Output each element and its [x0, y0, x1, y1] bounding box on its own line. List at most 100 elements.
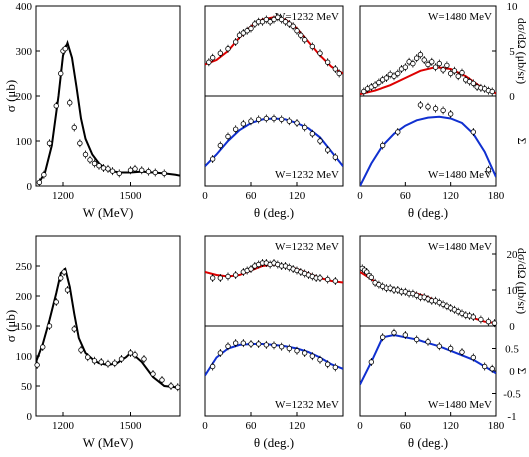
data-point — [127, 167, 134, 173]
x-tick-label: 0 — [357, 420, 363, 432]
data-point — [53, 103, 59, 109]
data-point — [278, 116, 285, 123]
data-point — [225, 343, 231, 349]
data-point — [248, 266, 254, 272]
data-point — [451, 68, 458, 74]
data-point — [58, 275, 64, 281]
data-point — [263, 342, 270, 348]
y-tick-label: 10 — [507, 1, 519, 13]
panel-bottom-cross-section: 1200 1500 0 50 100 150 200 250 W (MeV) σ (μb) — [3, 235, 181, 450]
data-point — [255, 116, 262, 123]
data-point — [232, 272, 239, 278]
x-tick-label: 1500 — [120, 190, 143, 202]
data-point — [159, 377, 165, 383]
data-point — [217, 142, 224, 149]
data-point — [91, 160, 98, 167]
data-point — [481, 363, 488, 370]
data-point — [301, 350, 308, 356]
data-point — [447, 345, 454, 352]
data-point — [217, 275, 224, 281]
data-point — [317, 275, 323, 281]
data-point — [64, 287, 71, 293]
data-point — [332, 154, 339, 160]
data-point — [324, 147, 331, 153]
data-point — [417, 51, 424, 58]
x-tick-label: 0 — [202, 190, 208, 202]
data-point — [85, 354, 91, 360]
y-tick-label: 300 — [16, 46, 33, 58]
data-point — [459, 349, 465, 355]
data-point — [98, 359, 104, 365]
data-point — [271, 115, 277, 122]
y-tick-label: 0 — [509, 366, 515, 378]
data-point — [368, 274, 375, 281]
data-point — [294, 120, 300, 126]
data-point — [259, 19, 266, 25]
plot-frame — [204, 325, 344, 417]
data-point — [132, 166, 138, 172]
panel-bottom-dsdo-1232: W=1232 MeV — [204, 235, 344, 327]
data-point — [410, 60, 416, 67]
data-point — [236, 32, 243, 38]
data-point — [470, 314, 477, 320]
data-point — [309, 43, 316, 50]
data-point — [395, 70, 401, 77]
y-tick-label: 100 — [16, 136, 33, 148]
data-point — [485, 318, 492, 325]
panel-top-dsdo-1480: 0 5 10 dσ/dΩ (μb/sr) W=1480 MeV — [359, 1, 529, 103]
data-point — [301, 37, 308, 43]
data-point — [324, 276, 331, 283]
y-tick-label: 0 — [27, 181, 33, 193]
data-point — [209, 156, 216, 162]
x-tick-label: 1200 — [52, 420, 75, 432]
model-curve — [205, 263, 343, 284]
data-point — [491, 320, 498, 326]
x-axis-label: θ (deg.) — [408, 435, 448, 450]
data-point — [275, 14, 281, 20]
data-point — [132, 352, 138, 358]
data-point — [71, 124, 77, 131]
data-point — [225, 133, 231, 140]
y-axis-label: Σ — [515, 138, 529, 145]
x-tick-label: 60 — [246, 190, 258, 202]
data-point — [376, 79, 382, 86]
data-point — [395, 129, 401, 135]
data-point — [417, 102, 424, 108]
x-tick-label: 180 — [488, 190, 505, 202]
data-point — [141, 356, 147, 362]
data-point — [332, 66, 339, 72]
y-tick-label: 50 — [21, 381, 33, 393]
data-point — [447, 111, 454, 117]
data-point — [391, 73, 397, 79]
energy-label: W=1480 MeV — [428, 399, 492, 411]
y-axis-label: σ (μb) — [3, 310, 18, 342]
data-point — [421, 57, 427, 63]
data-point — [232, 340, 239, 346]
energy-label: W=1232 MeV — [275, 169, 339, 181]
data-point — [152, 169, 158, 176]
data-point — [71, 326, 77, 332]
data-point — [240, 121, 247, 127]
energy-label: W=1480 MeV — [428, 169, 492, 181]
data-point — [105, 361, 111, 367]
panel-top-sigma-1480: 0 60 120 180 θ (deg.) Σ W=1480 MeV — [357, 95, 529, 220]
data-point — [252, 21, 258, 27]
data-point — [175, 384, 181, 390]
y-axis-label: σ (μb) — [3, 80, 18, 112]
y-tick-label: 100 — [16, 351, 33, 363]
data-point — [232, 126, 239, 132]
plot-frame — [35, 235, 181, 417]
y-tick-label: 20 — [507, 249, 519, 261]
energy-label: W=1480 MeV — [428, 241, 492, 253]
data-point — [294, 348, 300, 354]
y-tick-label: 10 — [507, 285, 519, 297]
data-point — [77, 140, 83, 146]
data-point — [67, 100, 73, 106]
y-tick-label: 150 — [16, 321, 33, 333]
data-point — [436, 343, 443, 349]
y-tick-label: 0 — [27, 411, 33, 423]
model-curve — [36, 267, 180, 389]
data-point — [361, 88, 367, 95]
x-axis-label: W (MeV) — [83, 205, 134, 220]
